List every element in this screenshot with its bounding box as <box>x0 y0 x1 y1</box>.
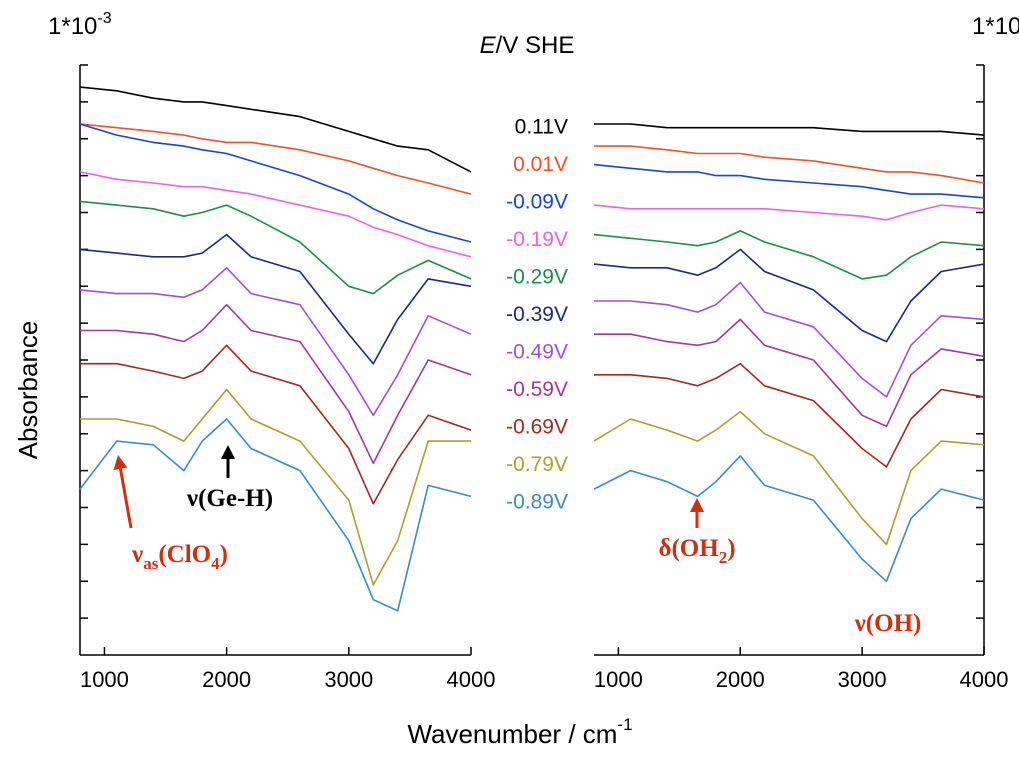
annotation-arrow-head <box>690 498 704 512</box>
annotation: δ(OH2) <box>658 535 735 567</box>
annotation: νas(ClO4) <box>131 541 228 573</box>
spectrum-line <box>80 388 471 586</box>
legend-entry: -0.09V <box>506 191 568 214</box>
annotation: ν(Ge-H) <box>186 485 273 512</box>
scale-label-exponent: -3 <box>97 10 111 27</box>
spectrum-line <box>79 123 472 243</box>
scale-label-base: 1*10 <box>972 13 1019 40</box>
x-tick-label: 3000 <box>838 667 887 692</box>
annotation-part: ν(OH) <box>854 610 922 637</box>
annotation-part: 2 <box>719 548 728 567</box>
x-tick-label: 1000 <box>594 667 643 692</box>
spectrum-line <box>593 163 985 199</box>
legend-title: E/V SHE <box>480 32 575 59</box>
legend-entry: -0.19V <box>506 228 568 251</box>
spectrum-line <box>79 233 472 365</box>
annotation-part: (ClO <box>158 541 211 568</box>
legend-entry: 0.01V <box>513 153 568 176</box>
legend-entry: -0.49V <box>506 341 568 364</box>
legend-entry: -0.29V <box>506 266 568 289</box>
spectrum-line <box>594 281 985 398</box>
x-tick-label: 2000 <box>716 667 765 692</box>
legend-entry: -0.79V <box>506 453 568 476</box>
annotation: ν(OH) <box>854 610 922 637</box>
annotation-part: ν(Ge-H) <box>186 485 273 512</box>
spectrum-line <box>593 248 985 343</box>
x-axis-title-text: Wavenumber / cm <box>407 719 617 749</box>
x-tick-label: 3000 <box>324 667 373 692</box>
legend-entry: 0.11V <box>515 116 568 139</box>
annotation-part: 4 <box>211 554 220 573</box>
x-tick-label: 2000 <box>202 667 251 692</box>
annotation-part: δ(OH <box>658 535 719 562</box>
spectrum-line <box>594 123 985 136</box>
spectrum-line <box>593 410 985 546</box>
spectrum-line <box>79 86 472 173</box>
y-axis-title: Absorbance <box>13 321 43 460</box>
spectrum-line <box>593 230 985 280</box>
x-axis-title-exponent: -1 <box>617 715 632 734</box>
annotation-part: ) <box>727 535 735 562</box>
x-tick-label: 4000 <box>447 667 496 692</box>
spectrum-line <box>594 145 985 184</box>
spectrum-line <box>79 171 472 258</box>
scale-label-base: 1*10 <box>48 13 97 40</box>
annotation-part: as <box>143 554 159 573</box>
spectrum-line <box>79 123 472 195</box>
scale-label: 1*10-3 <box>972 10 1019 40</box>
legend-entry: -0.39V <box>506 303 568 326</box>
spectrum-line <box>594 318 985 428</box>
annotation-arrow-head <box>113 455 128 471</box>
annotation-arrow-shaft <box>118 468 133 529</box>
legend-title-text: /V SHE <box>496 32 575 59</box>
spectrum-line <box>593 455 985 583</box>
legend-entry: -0.89V <box>506 491 568 514</box>
x-tick-label: 4000 <box>960 667 1009 692</box>
annotation-part: ) <box>220 541 228 568</box>
legend-entry: -0.59V <box>506 378 568 401</box>
legend-entry: -0.69V <box>506 416 568 439</box>
annotation-part: ν <box>131 541 143 568</box>
spectrum-line <box>79 418 472 612</box>
legend-title-symbol: E <box>480 32 497 59</box>
spectrum-line <box>80 303 472 465</box>
x-axis-title: Wavenumber / cm-1 <box>407 715 632 748</box>
spectrum-line <box>80 344 472 505</box>
spectrum-line <box>593 204 985 221</box>
x-tick-label: 1000 <box>80 667 129 692</box>
spectrum-line <box>79 267 472 417</box>
annotation-arrow-head <box>221 445 235 459</box>
spectrum-line <box>79 200 472 295</box>
scale-label: 1*10-3 <box>48 10 112 40</box>
spectrum-line <box>594 362 985 468</box>
